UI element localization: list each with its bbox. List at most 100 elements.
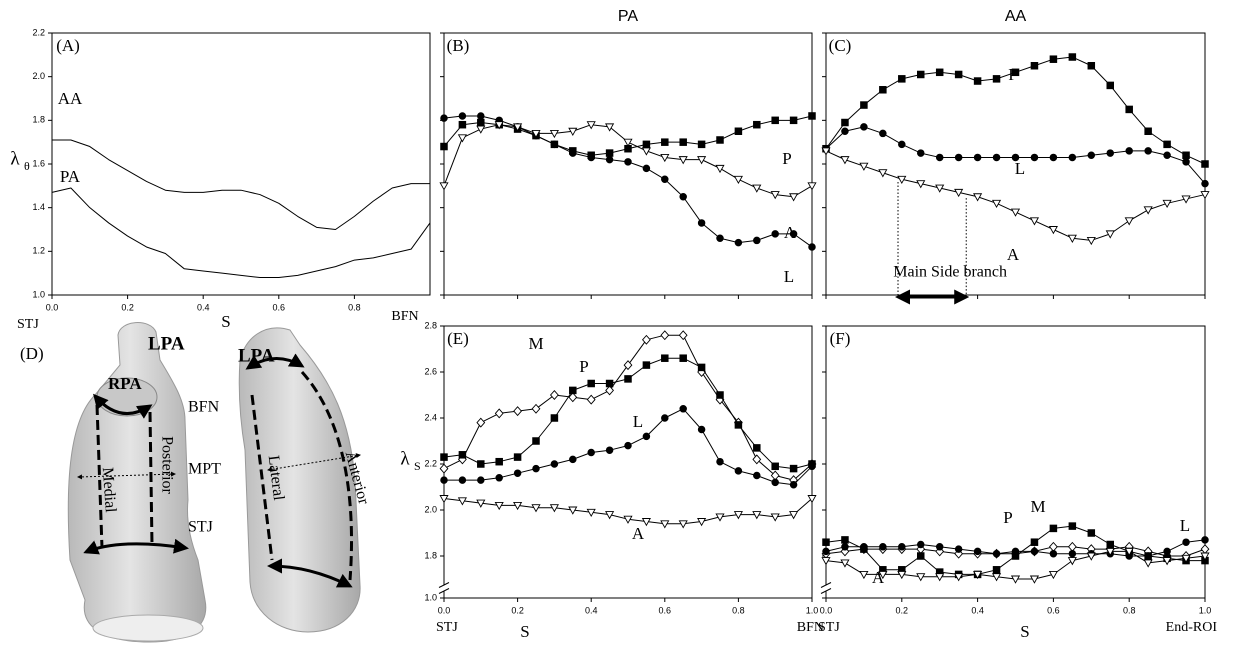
marker [1200,552,1210,561]
marker [586,394,596,405]
marker [1068,53,1077,61]
marker [1182,151,1190,160]
series-label: P [1008,65,1017,84]
marker [440,142,448,151]
marker [531,129,541,139]
vessel-label: LPA [148,333,185,354]
marker [917,540,925,549]
wall-label: Medial [99,467,119,514]
marker [569,386,577,395]
marker [1087,151,1096,160]
marker [568,506,578,515]
marker [807,495,817,504]
marker [752,184,762,193]
marker [1011,547,1020,556]
marker [1163,547,1171,556]
marker [605,511,615,520]
marker [1029,217,1040,226]
marker [568,392,578,403]
series-line [52,139,430,230]
marker [1182,158,1190,166]
mpt-lines [77,453,361,480]
marker [513,501,523,511]
location-label: BFN [188,399,220,416]
x-tick-label: 0.8 [1123,605,1136,615]
series-label: M [1030,497,1045,516]
marker [1030,538,1039,546]
marker [753,120,761,129]
axis-break-gap [822,585,830,592]
marker [642,164,651,173]
marker [513,123,523,132]
marker [878,169,888,178]
marker [1049,153,1058,162]
panel-label: (B) [447,36,470,55]
marker [753,236,761,245]
marker [1143,559,1153,568]
marker [716,391,724,399]
marker [1181,554,1191,564]
marker [954,188,964,198]
marker [623,138,633,147]
marker [1105,230,1115,239]
marker [716,234,724,242]
marker [992,75,1001,83]
marker [550,140,559,149]
x-tick-label: 0.2 [511,605,524,615]
marker [531,504,541,513]
marker [661,175,669,184]
marker [1124,217,1134,226]
marker [439,495,449,504]
marker [550,460,559,468]
marker [586,508,596,518]
marker [917,70,925,79]
x-tick-label: 0.6 [1047,605,1060,615]
marker [1163,151,1171,160]
marker [752,454,762,465]
marker [898,75,906,83]
marker [1068,549,1077,558]
marker [954,153,963,162]
marker [841,127,849,135]
marker [476,125,486,134]
y-tick-label: 2.8 [424,320,437,330]
series-label: P [1003,508,1012,527]
marker [1010,208,1021,217]
y-tick-label: 1.6 [32,158,45,168]
marker [476,499,486,508]
marker [641,147,651,156]
y-tick-label: 1.8 [32,115,45,125]
marker [1086,552,1096,561]
vessel-label: RPA [108,374,142,393]
marker [1162,199,1172,209]
marker [860,543,868,551]
series-label: P [579,357,588,376]
marker [549,504,559,513]
marker [991,199,1002,209]
series-label: P [782,149,791,168]
y-tick-label: 1.0 [32,289,45,299]
marker [495,457,503,466]
marker [770,513,780,522]
marker [605,446,614,454]
marker [678,330,688,341]
marker [733,511,743,520]
marker [789,193,799,202]
vessel-pa [67,322,207,643]
marker [878,570,888,580]
marker [623,515,633,524]
marker [1048,541,1058,552]
marker [605,385,615,396]
plot-frame [51,32,431,296]
marker [569,455,577,464]
marker [840,156,850,165]
marker [771,462,779,471]
marker [494,408,504,419]
vessel-label: LPA [238,345,275,366]
marker [860,101,868,109]
marker [716,457,724,466]
marker [935,184,945,193]
panel-title: PA [618,8,638,25]
marker [457,134,467,143]
marker [605,123,615,132]
